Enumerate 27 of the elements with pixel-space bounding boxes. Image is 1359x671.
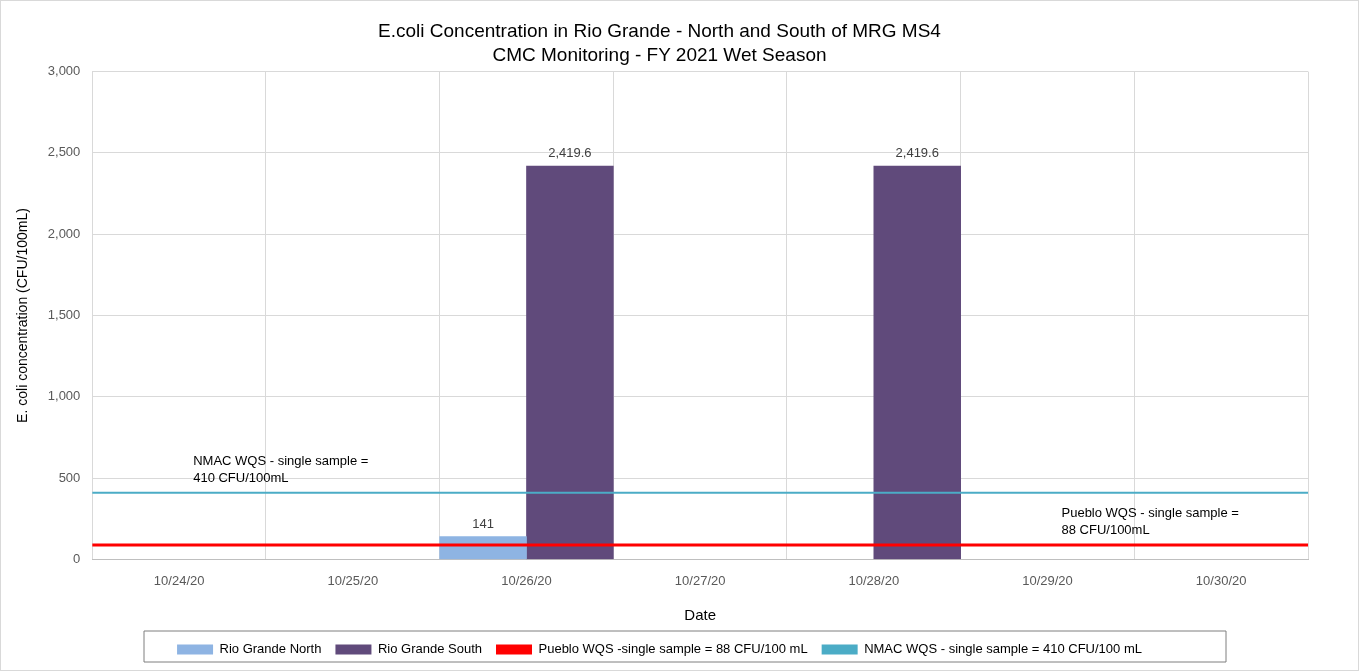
x-tick-label: 10/24/20 <box>153 572 205 588</box>
annotation: Pueblo WQS - single sample = 88 CFU/100mL <box>1061 505 1239 538</box>
chart-subtitle: CMC Monitoring - FY 2021 Wet Season <box>492 44 827 66</box>
legend-label: NMAC WQS - single sample = 410 CFU/100 mL <box>864 641 1142 657</box>
y-tick-label: 2,000 <box>47 225 81 241</box>
y-tick-label: 3,000 <box>47 63 81 79</box>
x-tick-label: 10/25/20 <box>327 572 379 588</box>
x-tick-label: 10/28/20 <box>848 572 900 588</box>
y-tick-label: 500 <box>58 469 81 485</box>
y-tick-label: 0 <box>73 550 81 566</box>
x-tick-label: 10/30/20 <box>1195 572 1247 588</box>
y-axis-title: E. coli concentration (CFU/100mL) <box>14 208 31 423</box>
x-tick-label: 10/27/20 <box>674 572 726 588</box>
legend-label: Pueblo WQS -single sample = 88 CFU/100 mL <box>538 641 808 657</box>
x-tick-label: 10/26/20 <box>501 572 552 588</box>
legend-label: Rio Grande South <box>377 641 483 657</box>
data-label: 141 <box>472 515 494 531</box>
x-axis-title: Date <box>684 606 717 624</box>
y-tick-label: 1,000 <box>47 388 81 404</box>
y-tick-label: 1,500 <box>47 307 81 323</box>
annotation: NMAC WQS - single sample = 410 CFU/100mL <box>193 452 369 485</box>
legend-label: Rio Grande North <box>219 641 322 657</box>
x-tick-label: 10/29/20 <box>1022 572 1073 588</box>
data-label: 2,419.6 <box>895 145 939 161</box>
chart-title: E.coli Concentration in Rio Grande - North and South of MRG MS4 <box>378 19 942 41</box>
data-label: 2,419.6 <box>548 145 592 161</box>
y-tick-label: 2,500 <box>47 144 81 160</box>
